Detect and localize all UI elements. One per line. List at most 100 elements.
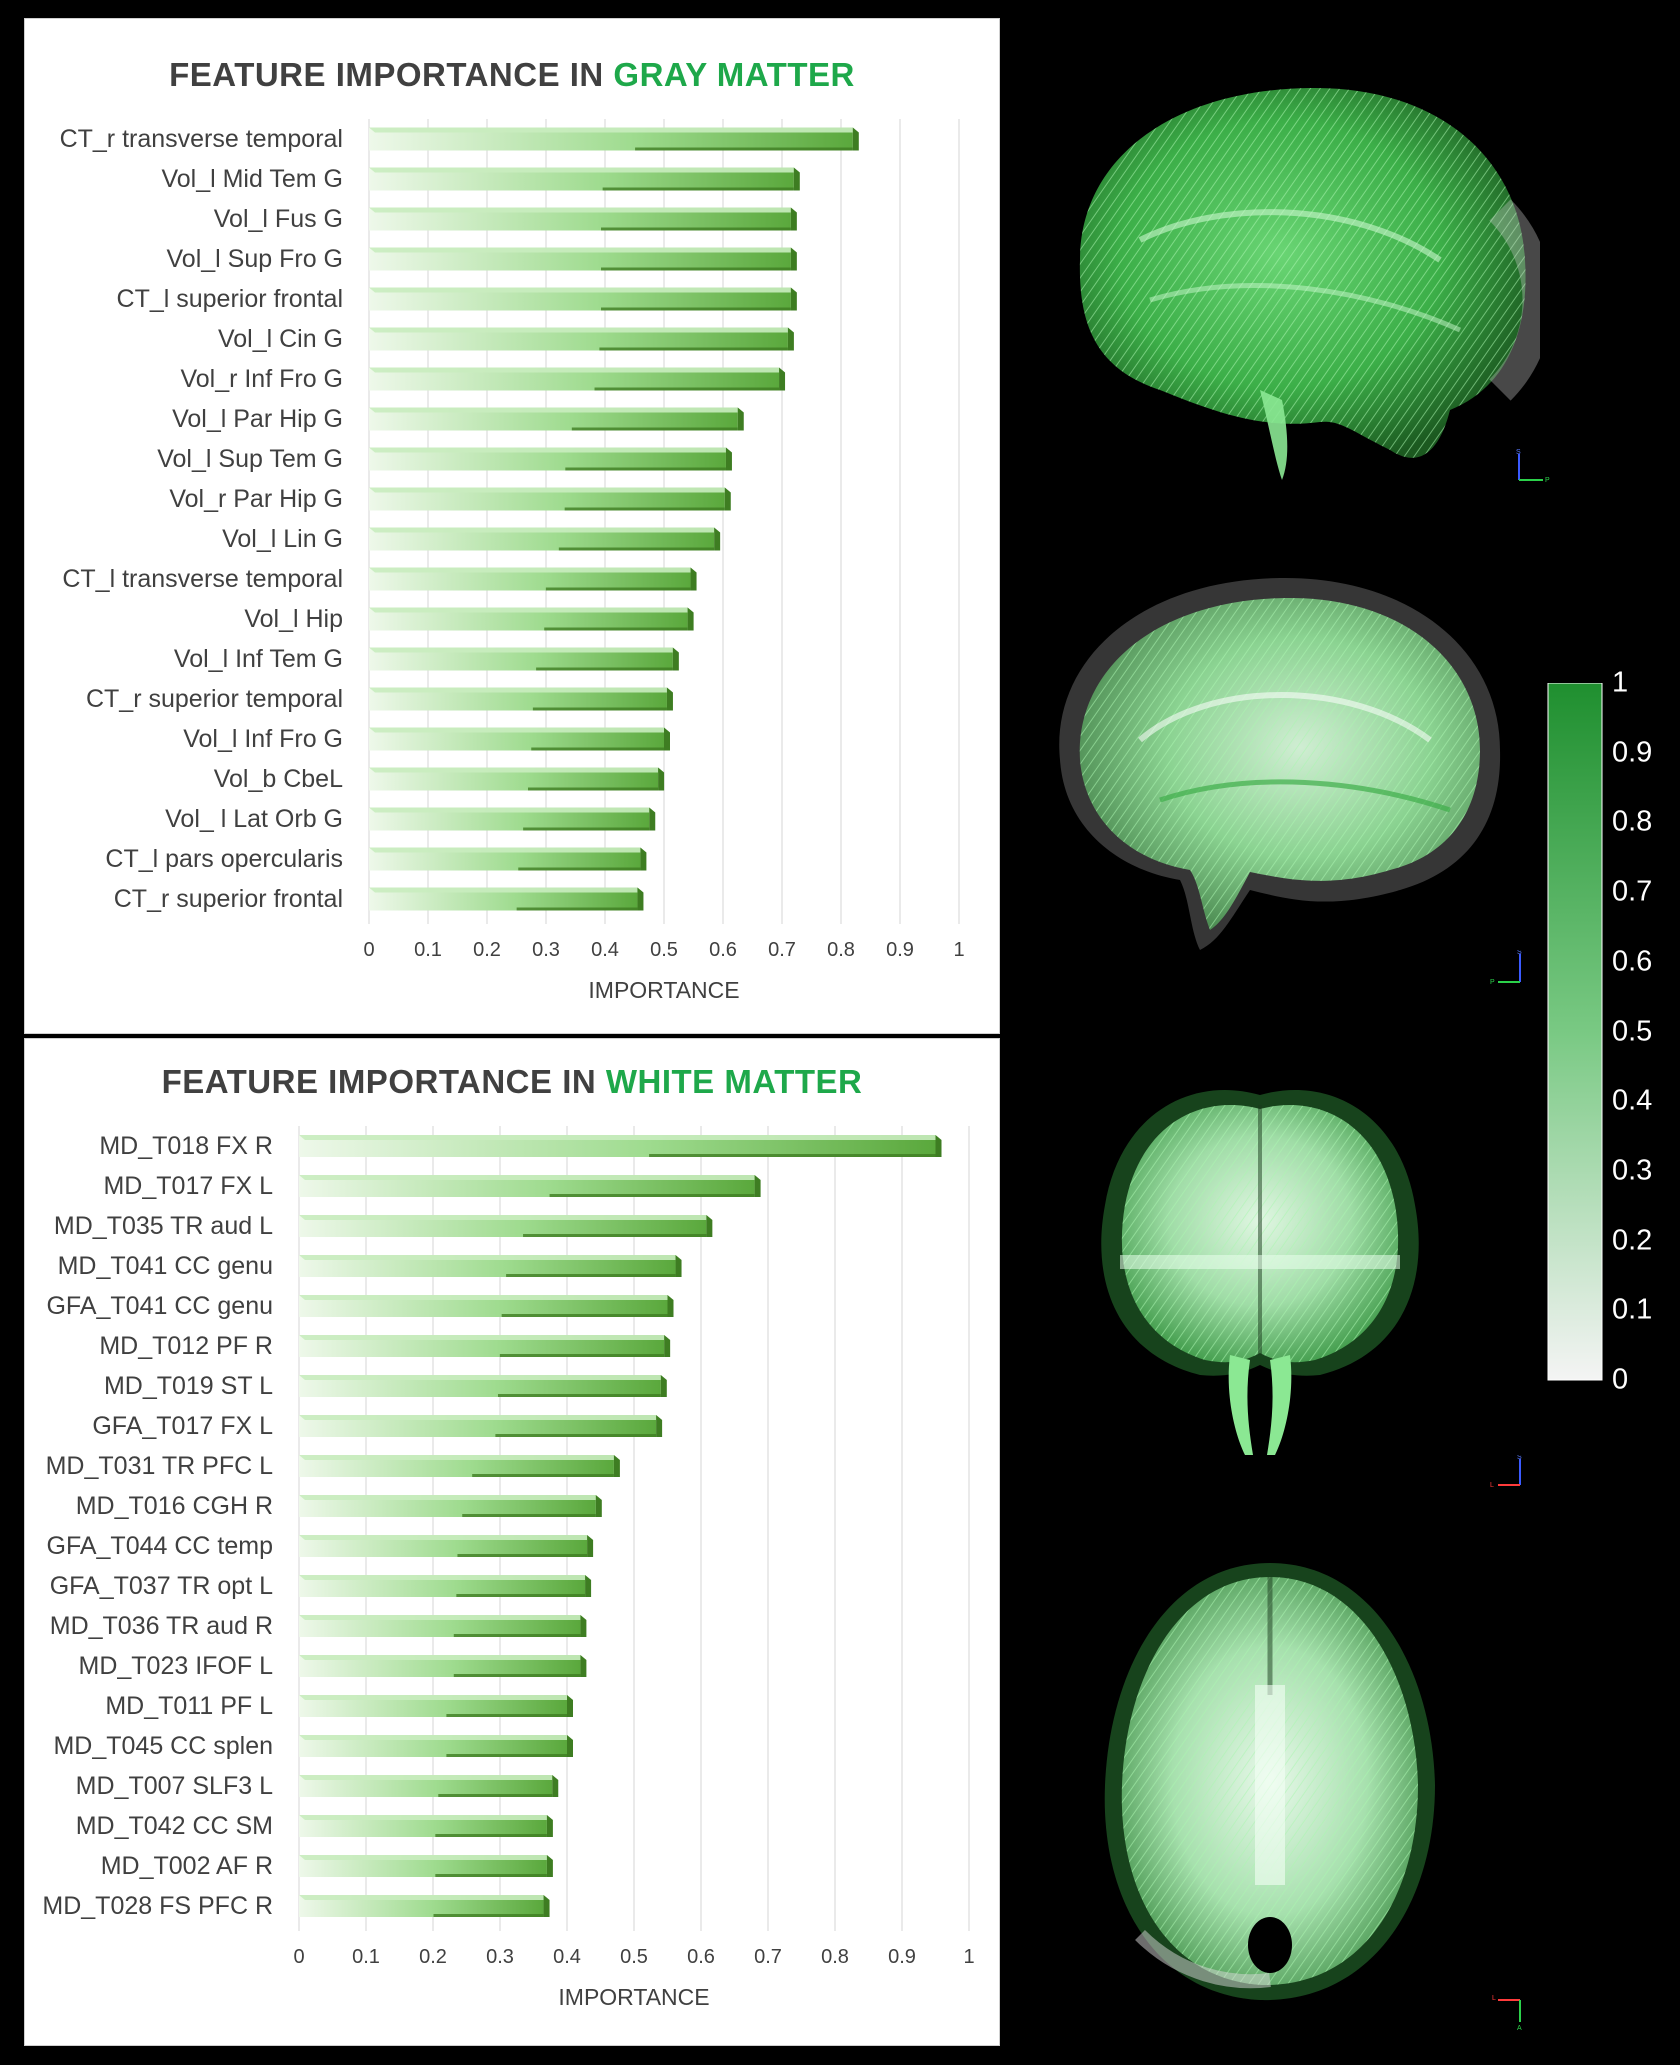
x-tick-label: 0.3: [486, 1946, 514, 1968]
category-label: MD_T042 CC SM: [76, 1812, 273, 1840]
orientation-axes-icon: S P: [1516, 449, 1550, 484]
brain-sagittal-left-image: [1079, 87, 1540, 480]
white-matter-chart-title: FEATURE IMPORTANCE IN WHITE MATTER: [25, 1063, 999, 1101]
category-label: MD_T045 CC splen: [53, 1732, 273, 1760]
x-tick-label: 0.9: [888, 1946, 916, 1968]
category-label: Vol_b CbeL: [214, 765, 343, 793]
category-label: MD_T036 TR aud R: [50, 1612, 273, 1640]
bar: [369, 487, 731, 511]
axis-letter: S: [1516, 449, 1521, 456]
axis-letter: L: [1492, 1995, 1496, 2002]
bar: [299, 1135, 942, 1157]
category-label: Vol_l Fus G: [214, 205, 343, 233]
x-tick-label: 0.3: [532, 939, 560, 961]
colorbar-tick-label: 0.5: [1612, 1015, 1653, 1047]
category-label: Vol_l Lin G: [222, 525, 343, 553]
x-tick-label: 0.5: [620, 1946, 648, 1968]
bar: [299, 1815, 553, 1837]
bar: [369, 567, 697, 591]
category-label: GFA_T044 CC temp: [47, 1532, 273, 1560]
colorbar-tick-label: 1: [1612, 666, 1629, 699]
gray-matter-bar-chart: 0 0.1 0.2 0.3 0.4 0.5 0.6 0.7 0.8 0.9 1 CT_r transv…: [60, 119, 965, 1003]
category-label: Vol_l Par Hip G: [172, 405, 343, 433]
bar: [369, 447, 732, 471]
orientation-axes-icon: S L: [1490, 1455, 1522, 1489]
bar: [369, 407, 744, 431]
category-label: Vol_r Inf Fro G: [180, 365, 343, 393]
white-matter-chart-panel: FEATURE IMPORTANCE IN WHITE MATTER 0 0.1 0…: [24, 1038, 1000, 2046]
category-label: MD_T011 PF L: [105, 1692, 273, 1720]
bar: [299, 1415, 663, 1437]
bar: [299, 1695, 573, 1717]
category-label: CT_l pars opercularis: [105, 845, 343, 873]
category-label: MD_T023 IFOF L: [79, 1652, 274, 1680]
x-tick-label: 0.7: [754, 1946, 782, 1968]
x-tick-label: 0.8: [821, 1946, 849, 1968]
category-label: Vol_l Inf Tem G: [174, 645, 343, 673]
bar: [299, 1215, 713, 1237]
colorbar-tick-label: 0.9: [1612, 736, 1653, 769]
bar: [369, 767, 665, 791]
orientation-axes-icon: S P: [1490, 950, 1522, 986]
x-tick-label: 0.7: [768, 939, 796, 961]
chart-title-accent: WHITE MATTER: [605, 1063, 863, 1100]
colorbar-gradient: [1547, 683, 1603, 1381]
bar: [369, 327, 794, 351]
axis-letter: S: [1517, 950, 1522, 956]
bar: [299, 1295, 674, 1317]
category-label: Vol_l Inf Fro G: [183, 725, 343, 753]
x-tick-label: 0: [363, 939, 374, 961]
x-tick-label: 1: [953, 939, 964, 961]
axis-letter: P: [1490, 979, 1495, 986]
white-matter-bar-chart: 0 0.1 0.2 0.3 0.4 0.5 0.6 0.7 0.8 0.9 1 MD_T018 FX …: [42, 1126, 975, 2010]
orientation-axes-icon: L A: [1492, 1995, 1522, 2030]
brain-axial-image: [1104, 1563, 1435, 2001]
category-label: Vol_l Hip: [244, 605, 343, 633]
x-tick-label: 0.9: [886, 939, 914, 961]
bar: [369, 687, 673, 711]
category-label: Vol_r Par Hip G: [169, 485, 343, 513]
importance-colorbar: 0 0.1 0.2 0.3 0.4 0.5 0.6 0.7 0.8 0.9 1: [1546, 667, 1676, 1396]
axis-letter: S: [1517, 1455, 1522, 1461]
category-label: MD_T012 PF R: [99, 1332, 273, 1360]
category-label: CT_r transverse temporal: [60, 125, 343, 153]
bar: [369, 207, 797, 231]
colorbar-tick-label: 0.2: [1612, 1224, 1653, 1257]
category-label: CT_l superior frontal: [117, 285, 343, 313]
x-tick-label: 0.5: [650, 939, 678, 961]
chart-title-prefix: FEATURE IMPORTANCE IN: [169, 56, 614, 93]
category-label: MD_T002 AF R: [101, 1852, 273, 1880]
colorbar-tick-label: 0: [1612, 1363, 1629, 1396]
category-label: CT_r superior frontal: [114, 885, 343, 913]
colorbar-tick-label: 0.8: [1612, 805, 1653, 838]
brain-coronal-image: [1101, 1089, 1419, 1455]
category-label: GFA_T017 FX L: [92, 1412, 273, 1440]
bar: [369, 247, 797, 271]
category-label: CT_r superior temporal: [86, 685, 343, 713]
bar: [369, 367, 786, 391]
bar: [299, 1255, 682, 1277]
axis-letter: P: [1545, 477, 1550, 484]
bar: [369, 287, 797, 311]
category-label: Vol_ l Lat Orb G: [165, 805, 343, 833]
category-label: Vol_l Sup Fro G: [167, 245, 343, 273]
gray-matter-chart-panel: FEATURE IMPORTANCE IN GRAY MATTER 0 0.1 0.…: [24, 18, 1000, 1034]
x-tick-label: 0.1: [352, 1946, 380, 1968]
category-label: Vol_l Sup Tem G: [157, 445, 343, 473]
category-label: MD_T031 TR PFC L: [46, 1452, 273, 1480]
bar: [369, 647, 679, 671]
x-tick-label: 0.4: [553, 1946, 581, 1968]
colorbar-tick-label: 0.7: [1612, 875, 1653, 908]
x-tick-label: 0.1: [414, 939, 442, 961]
colorbar-tick-label: 0.4: [1612, 1084, 1653, 1117]
category-label: CT_l transverse temporal: [62, 565, 343, 593]
bar: [369, 127, 859, 151]
chart-title-accent: GRAY MATTER: [613, 56, 855, 93]
x-tick-label: 0.8: [827, 939, 855, 961]
bar: [299, 1775, 559, 1797]
bar: [299, 1495, 602, 1517]
x-tick-label: 0.2: [419, 1946, 447, 1968]
x-axis-label: IMPORTANCE: [558, 1984, 709, 2010]
colorbar-tick-label: 0.1: [1612, 1293, 1653, 1326]
x-axis-label: IMPORTANCE: [588, 977, 739, 1003]
